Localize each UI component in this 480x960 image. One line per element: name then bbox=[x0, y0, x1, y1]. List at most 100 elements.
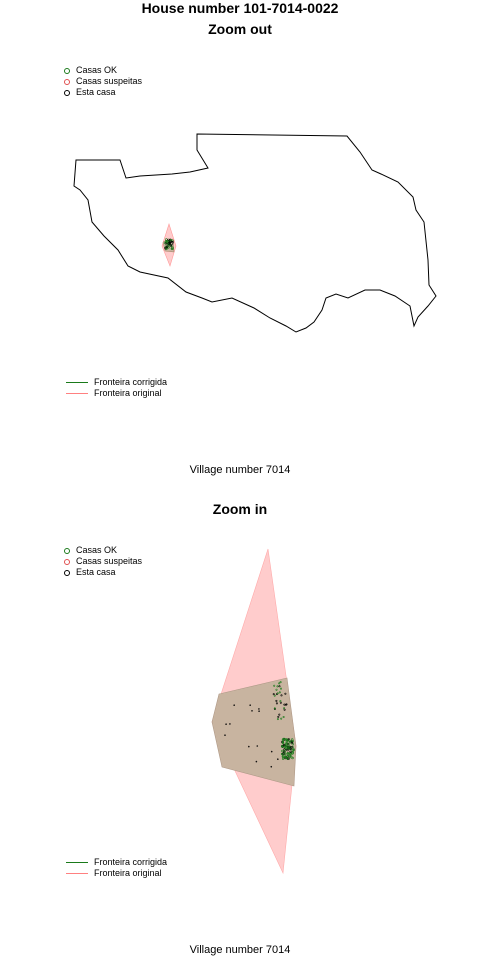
house-point bbox=[256, 745, 259, 747]
this-house-point bbox=[168, 240, 174, 246]
house-point bbox=[166, 245, 169, 248]
house-point bbox=[286, 748, 289, 752]
house-point bbox=[273, 684, 276, 687]
main-title: House number 101-7014-0022 bbox=[141, 0, 339, 16]
house-point bbox=[280, 717, 283, 720]
house-point bbox=[165, 240, 169, 243]
house-point bbox=[255, 760, 258, 763]
legend-label-corrected: Fronteira corrigida bbox=[94, 377, 168, 387]
house-point bbox=[282, 715, 285, 718]
house-point bbox=[283, 750, 286, 753]
house-point bbox=[291, 738, 294, 741]
legend-circle-suspect bbox=[64, 78, 70, 85]
house-point bbox=[224, 734, 226, 737]
legend-label-original: Fronteira original bbox=[94, 388, 162, 398]
house-point bbox=[270, 750, 273, 753]
house-point bbox=[289, 750, 292, 753]
house-point bbox=[251, 709, 253, 712]
legend-item-original: Fronteira original bbox=[66, 388, 167, 399]
house-points-zoom-out bbox=[164, 238, 174, 251]
legend-label-ok: Casas OK bbox=[76, 65, 118, 75]
house-point bbox=[167, 238, 170, 242]
legend-circle-this-house bbox=[64, 569, 70, 576]
house-point bbox=[281, 745, 284, 748]
house-point bbox=[270, 765, 273, 768]
legend-line-corrected bbox=[66, 862, 88, 863]
house-point bbox=[276, 718, 279, 721]
house-point bbox=[249, 704, 251, 707]
corrected-boundary-zoom-in bbox=[211, 677, 297, 787]
house-point bbox=[171, 241, 174, 244]
house-point bbox=[288, 745, 291, 749]
point-legend-zoom-out: Casas OK Casas suspeitas Esta casa bbox=[64, 65, 142, 98]
footer-zoom-in: Village number 7014 bbox=[189, 944, 291, 956]
house-point bbox=[280, 694, 283, 697]
house-point bbox=[273, 707, 276, 710]
line-legend-zoom-out: Fronteira corrigida Fronteira original bbox=[66, 377, 167, 399]
legend-line-original bbox=[66, 873, 88, 874]
point-legend-zoom-in: Casas OK Casas suspeitas Esta casa bbox=[64, 545, 142, 578]
house-point bbox=[164, 240, 168, 243]
house-point bbox=[291, 752, 294, 755]
house-point bbox=[278, 682, 281, 685]
panel-title-zoom-in: Zoom in bbox=[212, 501, 268, 517]
house-point bbox=[171, 246, 174, 249]
house-point bbox=[167, 242, 170, 245]
house-points-zoom-in bbox=[224, 681, 295, 768]
house-point bbox=[284, 692, 287, 695]
house-point bbox=[285, 703, 288, 706]
house-point bbox=[283, 708, 286, 711]
legend-item-ok: Casas OK bbox=[64, 65, 142, 76]
municipality-outline bbox=[73, 133, 437, 333]
house-point bbox=[273, 694, 276, 697]
panel-title-zoom-out: Zoom out bbox=[208, 21, 272, 37]
legend-label-ok: Casas OK bbox=[76, 545, 118, 555]
legend-line-original bbox=[66, 393, 88, 394]
house-point bbox=[258, 710, 260, 713]
house-point bbox=[279, 700, 282, 703]
house-point bbox=[229, 723, 231, 725]
house-point bbox=[276, 758, 279, 761]
house-point bbox=[284, 742, 288, 745]
legend-circle-suspect bbox=[64, 558, 70, 565]
house-point bbox=[276, 692, 279, 695]
legend-label-this-house: Esta casa bbox=[76, 567, 116, 577]
house-point bbox=[278, 691, 281, 694]
legend-label-suspect: Casas suspeitas bbox=[76, 76, 143, 86]
legend-label-suspect: Casas suspeitas bbox=[76, 556, 143, 566]
house-point bbox=[287, 757, 290, 760]
legend-item-suspect: Casas suspeitas bbox=[64, 76, 142, 87]
house-point bbox=[291, 746, 294, 749]
house-point bbox=[281, 741, 285, 745]
house-point bbox=[284, 746, 288, 749]
legend-item-corrected: Fronteira corrigida bbox=[66, 857, 167, 868]
legend-label-this-house: Esta casa bbox=[76, 87, 116, 97]
house-point bbox=[291, 756, 294, 760]
house-point bbox=[275, 688, 278, 691]
house-point bbox=[279, 687, 282, 690]
legend-item-this-house: Esta casa bbox=[64, 567, 142, 578]
house-point bbox=[278, 685, 281, 688]
house-point bbox=[248, 745, 250, 748]
house-point bbox=[233, 704, 235, 707]
legend-item-original: Fronteira original bbox=[66, 868, 167, 879]
house-point bbox=[278, 713, 281, 716]
house-point bbox=[164, 241, 167, 245]
house-point bbox=[275, 702, 278, 705]
legend-circle-ok bbox=[64, 547, 70, 554]
house-point bbox=[276, 685, 279, 688]
legend-circle-ok bbox=[64, 67, 70, 74]
line-legend-zoom-in: Fronteira corrigida Fronteira original bbox=[66, 857, 167, 879]
house-point bbox=[283, 703, 286, 706]
house-point bbox=[286, 751, 290, 755]
house-point bbox=[169, 244, 173, 247]
house-point bbox=[282, 755, 285, 759]
house-point bbox=[283, 743, 286, 747]
house-point bbox=[281, 741, 285, 744]
legend-line-corrected bbox=[66, 382, 88, 383]
house-point bbox=[289, 753, 293, 756]
legend-item-ok: Casas OK bbox=[64, 545, 142, 556]
legend-label-corrected: Fronteira corrigida bbox=[94, 857, 168, 867]
house-point bbox=[275, 699, 278, 702]
